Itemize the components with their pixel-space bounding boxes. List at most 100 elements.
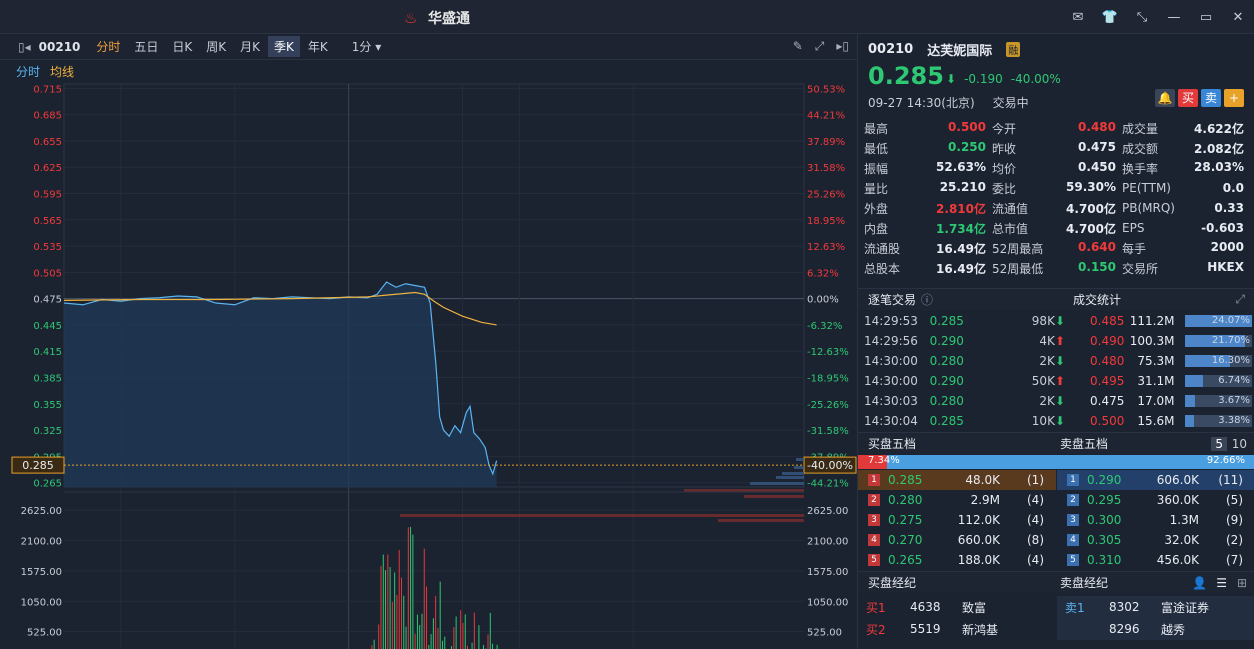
bids-count: (8) bbox=[1027, 533, 1044, 547]
stat-bar-fill bbox=[1184, 335, 1246, 347]
help-icon[interactable]: ⓘ bbox=[921, 293, 934, 307]
tab-5[interactable]: 季K bbox=[268, 36, 300, 57]
bids-volume: 660.0K bbox=[957, 533, 1000, 547]
quote-pane: 00210 达芙妮国际 融 0.285 ⬇ -0.190 -40.00% 09-… bbox=[857, 34, 1254, 649]
tab-4[interactable]: 月K bbox=[240, 40, 261, 54]
maximize-button[interactable]: ▭ bbox=[1199, 9, 1213, 25]
stat-cell: PE(TTM) 0.0 bbox=[1122, 181, 1250, 195]
trade-time: 14:30:00 bbox=[864, 374, 918, 388]
chart-legend: 分时 均线 bbox=[16, 63, 74, 80]
interval-select[interactable]: 1分 ▾ bbox=[352, 38, 382, 55]
tab-0[interactable]: 分时 bbox=[96, 40, 121, 54]
brand: ♨ 华盛通 bbox=[404, 8, 470, 28]
bell-icon[interactable]: 🔔 bbox=[1155, 89, 1175, 107]
depth-bar bbox=[718, 519, 804, 522]
trade-row: 14:29:56 0.290 4K ⬆ 0.490 100.3M 21.70% bbox=[864, 331, 1252, 351]
collapse-icon[interactable]: ▯◂ bbox=[18, 39, 31, 54]
volume-bar bbox=[455, 616, 457, 649]
mail-icon[interactable]: ✉ bbox=[1072, 9, 1084, 25]
intraday-chart[interactable]: 0.715 50.53% 0.685 44.21% 0.655 37.89% 0.625 31… bbox=[0, 78, 857, 649]
shrink-icon[interactable]: ⤡ bbox=[1136, 9, 1148, 25]
stat-value: 2.810亿 bbox=[936, 201, 986, 216]
bids-count: (4) bbox=[1027, 513, 1044, 527]
stat-cell: 外盘 2.810亿 bbox=[864, 200, 992, 217]
trade-stats-title[interactable]: 成交统计 bbox=[1073, 293, 1122, 307]
y-tick-right: -6.32% bbox=[807, 321, 842, 332]
volume-bar bbox=[487, 634, 489, 649]
stat-cell: 今开 0.480 bbox=[992, 120, 1122, 137]
quote-header: 00210 达芙妮国际 融 bbox=[868, 40, 1021, 59]
brokers_bid-name: 致富 bbox=[962, 600, 987, 615]
ask-title: 卖盘五档 bbox=[1060, 437, 1109, 451]
stat-price: 0.495 bbox=[1090, 374, 1125, 388]
stat-cell: 量比 25.210 bbox=[864, 180, 992, 197]
add-watchlist-button[interactable]: + bbox=[1224, 89, 1244, 107]
levels-10-button[interactable]: 10 bbox=[1231, 436, 1247, 451]
y-tick-right: 25.26% bbox=[807, 190, 845, 201]
volume-bar bbox=[432, 618, 434, 649]
stat-percent: 16.30% bbox=[1211, 355, 1250, 366]
y-tick-left: 0.505 bbox=[33, 268, 62, 279]
tab-1[interactable]: 五日 bbox=[134, 40, 159, 54]
volume-bar bbox=[473, 612, 475, 649]
volume-bar bbox=[403, 595, 405, 649]
volume-bar bbox=[389, 567, 391, 649]
expand-icon[interactable]: ⤢ bbox=[814, 39, 825, 53]
stats-row: 振幅 52.63% 均价 0.450 换手率 28.03% bbox=[864, 158, 1250, 178]
stat-value: 16.49亿 bbox=[936, 261, 986, 276]
sell-button[interactable]: 卖 bbox=[1201, 89, 1221, 107]
person-icon[interactable]: 👤 bbox=[1192, 575, 1207, 590]
minimize-button[interactable]: — bbox=[1167, 9, 1181, 25]
stat-bar: 16.30% bbox=[1184, 355, 1252, 367]
stat-percent: 21.70% bbox=[1211, 335, 1250, 346]
stat-bar-fill bbox=[1184, 315, 1252, 327]
grid-view-icon[interactable]: ⊞ bbox=[1236, 575, 1247, 590]
brand-logo-icon: ♨ bbox=[404, 9, 418, 27]
down-arrow-icon: ⬇ bbox=[1054, 394, 1065, 408]
volume-bar bbox=[441, 640, 443, 649]
trades-title[interactable]: 逐笔交易 bbox=[868, 293, 917, 307]
y-tick-left: 0.655 bbox=[33, 137, 62, 148]
stock-name: 达芙妮国际 bbox=[927, 44, 993, 59]
stat-value: 59.30% bbox=[1066, 179, 1116, 194]
avg-line bbox=[63, 291, 497, 326]
close-button[interactable]: ✕ bbox=[1232, 9, 1244, 25]
volume-bar bbox=[419, 625, 421, 649]
stat-bar-fill bbox=[1184, 355, 1231, 367]
asks-index: 5 bbox=[1067, 554, 1079, 566]
volume-bar bbox=[385, 570, 387, 649]
tab-3[interactable]: 周K bbox=[206, 40, 227, 54]
tab-6[interactable]: 年K bbox=[307, 40, 328, 54]
stat-value: 28.03% bbox=[1194, 159, 1244, 174]
y-tick-right: 37.89% bbox=[807, 137, 845, 148]
asks-count: (9) bbox=[1226, 513, 1243, 527]
buy-button[interactable]: 买 bbox=[1178, 89, 1198, 107]
tab-2[interactable]: 日K bbox=[172, 40, 193, 54]
vol-tick-right: 1050.00 bbox=[807, 597, 848, 608]
pen-icon[interactable]: ✎ bbox=[792, 39, 803, 53]
down-arrow-icon: ⬇ bbox=[1054, 354, 1065, 368]
asks-count: (2) bbox=[1226, 533, 1243, 547]
bids-price: 0.285 bbox=[888, 473, 923, 487]
stat-percent: 3.67% bbox=[1218, 395, 1250, 406]
expand-trades-icon[interactable]: ⤢ bbox=[1235, 292, 1245, 306]
brokers_bid-id: 4638 bbox=[910, 600, 941, 614]
stat-label: 量比 bbox=[864, 181, 889, 196]
shirt-icon[interactable]: 👕 bbox=[1101, 9, 1119, 25]
asks-index: 3 bbox=[1067, 514, 1079, 526]
stat-label: 委比 bbox=[992, 181, 1017, 196]
stat-amount: 15.6M bbox=[1137, 414, 1175, 428]
stat-percent: 24.07% bbox=[1211, 315, 1250, 326]
sidebar-toggle-icon[interactable]: ▸▯ bbox=[836, 39, 849, 53]
volume-bar bbox=[460, 610, 462, 649]
trade-time: 14:29:56 bbox=[864, 334, 918, 348]
stat-amount: 111.2M bbox=[1129, 314, 1175, 328]
brokers_bid-level: 买2 bbox=[866, 622, 886, 637]
volume-bar bbox=[428, 644, 430, 649]
stat-label: 总股本 bbox=[864, 261, 901, 276]
bids-index: 1 bbox=[868, 474, 880, 486]
list-view-icon[interactable]: ☰ bbox=[1216, 575, 1227, 590]
levels-5-button[interactable]: 5 bbox=[1211, 436, 1227, 451]
trade-row: 14:30:00 0.280 2K ⬇ 0.480 75.3M 16.30% bbox=[864, 351, 1252, 371]
stats-row: 内盘 1.734亿 总市值 4.700亿 EPS -0.603 bbox=[864, 218, 1250, 238]
